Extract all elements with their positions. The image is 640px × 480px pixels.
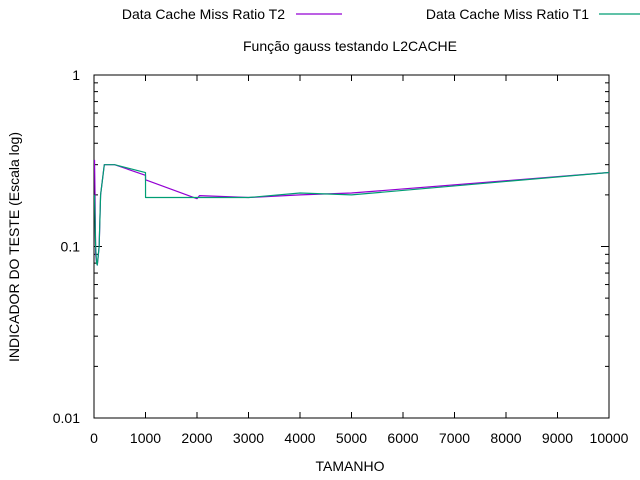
x-tick-label: 0 xyxy=(90,430,98,446)
x-tick-label: 7000 xyxy=(439,430,470,446)
x-tick-label: 6000 xyxy=(387,430,418,446)
legend-label-t2: Data Cache Miss Ratio T2 xyxy=(122,6,285,22)
plot-border xyxy=(93,74,610,419)
y-axis: 0.01 0.1 1 xyxy=(53,67,609,426)
x-tick-label: 4000 xyxy=(284,430,315,446)
series-line-t1 xyxy=(93,164,610,266)
y-tick-label: 1 xyxy=(72,67,80,83)
series-line-t2 xyxy=(93,159,610,266)
plot-area xyxy=(93,74,610,419)
legend-label-t1: Data Cache Miss Ratio T1 xyxy=(426,6,589,22)
x-axis-label: TAMANHO xyxy=(316,458,385,474)
chart-title: Função gauss testando L2CACHE xyxy=(243,38,457,54)
x-tick-label: 2000 xyxy=(181,430,212,446)
x-tick-label: 3000 xyxy=(233,430,264,446)
x-tick-label: 10000 xyxy=(590,430,629,446)
x-tick-label: 5000 xyxy=(336,430,367,446)
y-tick-label: 0.1 xyxy=(61,239,81,255)
legend: Data Cache Miss Ratio T2 Data Cache Miss … xyxy=(122,6,640,22)
x-tick-label: 9000 xyxy=(542,430,573,446)
x-tick-label: 8000 xyxy=(490,430,521,446)
x-axis: 0 1000 2000 3000 4000 5000 6000 7000 8000 9000 100… xyxy=(90,75,629,446)
y-axis-label: INDICADOR DO TESTE (Escala log) xyxy=(6,132,22,362)
series-lines xyxy=(93,159,610,266)
x-tick-label: 1000 xyxy=(130,430,161,446)
y-tick-label: 0.01 xyxy=(53,410,80,426)
